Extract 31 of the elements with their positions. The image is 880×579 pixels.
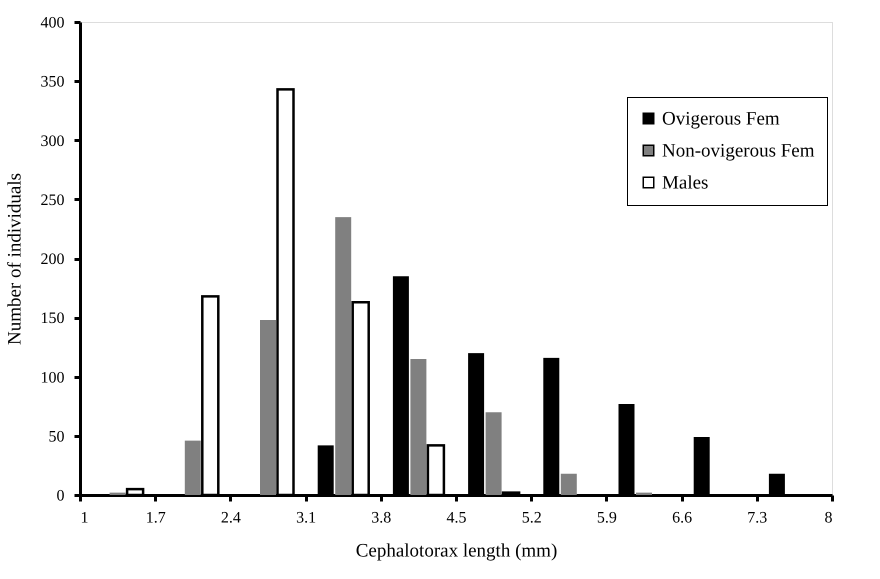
y-tick-label: 350 bbox=[40, 74, 64, 91]
y-tick-label: 0 bbox=[56, 488, 64, 504]
legend-label: Ovigerous Fem bbox=[662, 108, 780, 130]
x-tick-label: 1.7 bbox=[146, 510, 166, 526]
y-tick-label: 200 bbox=[40, 251, 64, 268]
bar bbox=[486, 412, 502, 495]
x-tick-label: 4.5 bbox=[446, 510, 466, 526]
x-tick-label: 3.1 bbox=[296, 510, 316, 526]
x-tick-label: 8 bbox=[824, 510, 832, 526]
x-tick-label: 3.8 bbox=[371, 510, 392, 526]
y-axis-title: Number of individuals bbox=[4, 172, 26, 346]
legend-label: Males bbox=[662, 172, 708, 194]
x-tick-label: 7.3 bbox=[747, 510, 768, 526]
bar bbox=[184, 440, 201, 495]
x-tick-label: 1 bbox=[80, 510, 88, 526]
y-tick-label: 300 bbox=[40, 132, 64, 150]
y-tick-label: 100 bbox=[40, 369, 64, 386]
bar bbox=[560, 474, 577, 495]
bar bbox=[335, 217, 352, 495]
y-tick-label: 250 bbox=[40, 192, 64, 209]
y-tick-label: 150 bbox=[40, 310, 64, 328]
bar bbox=[260, 320, 276, 495]
x-axis-title: Cephalotorax length (mm) bbox=[356, 540, 558, 562]
x-tick-label: 5.2 bbox=[522, 510, 542, 526]
x-tick-label: 2.4 bbox=[220, 510, 241, 526]
x-tick-label: 5.9 bbox=[596, 510, 617, 526]
bar bbox=[410, 359, 426, 495]
y-tick-label: 50 bbox=[48, 428, 64, 446]
legend-label: Non-ovigerous Fem bbox=[662, 140, 815, 162]
y-tick-label: 400 bbox=[40, 14, 64, 32]
x-tick-label: 6.6 bbox=[672, 510, 692, 526]
